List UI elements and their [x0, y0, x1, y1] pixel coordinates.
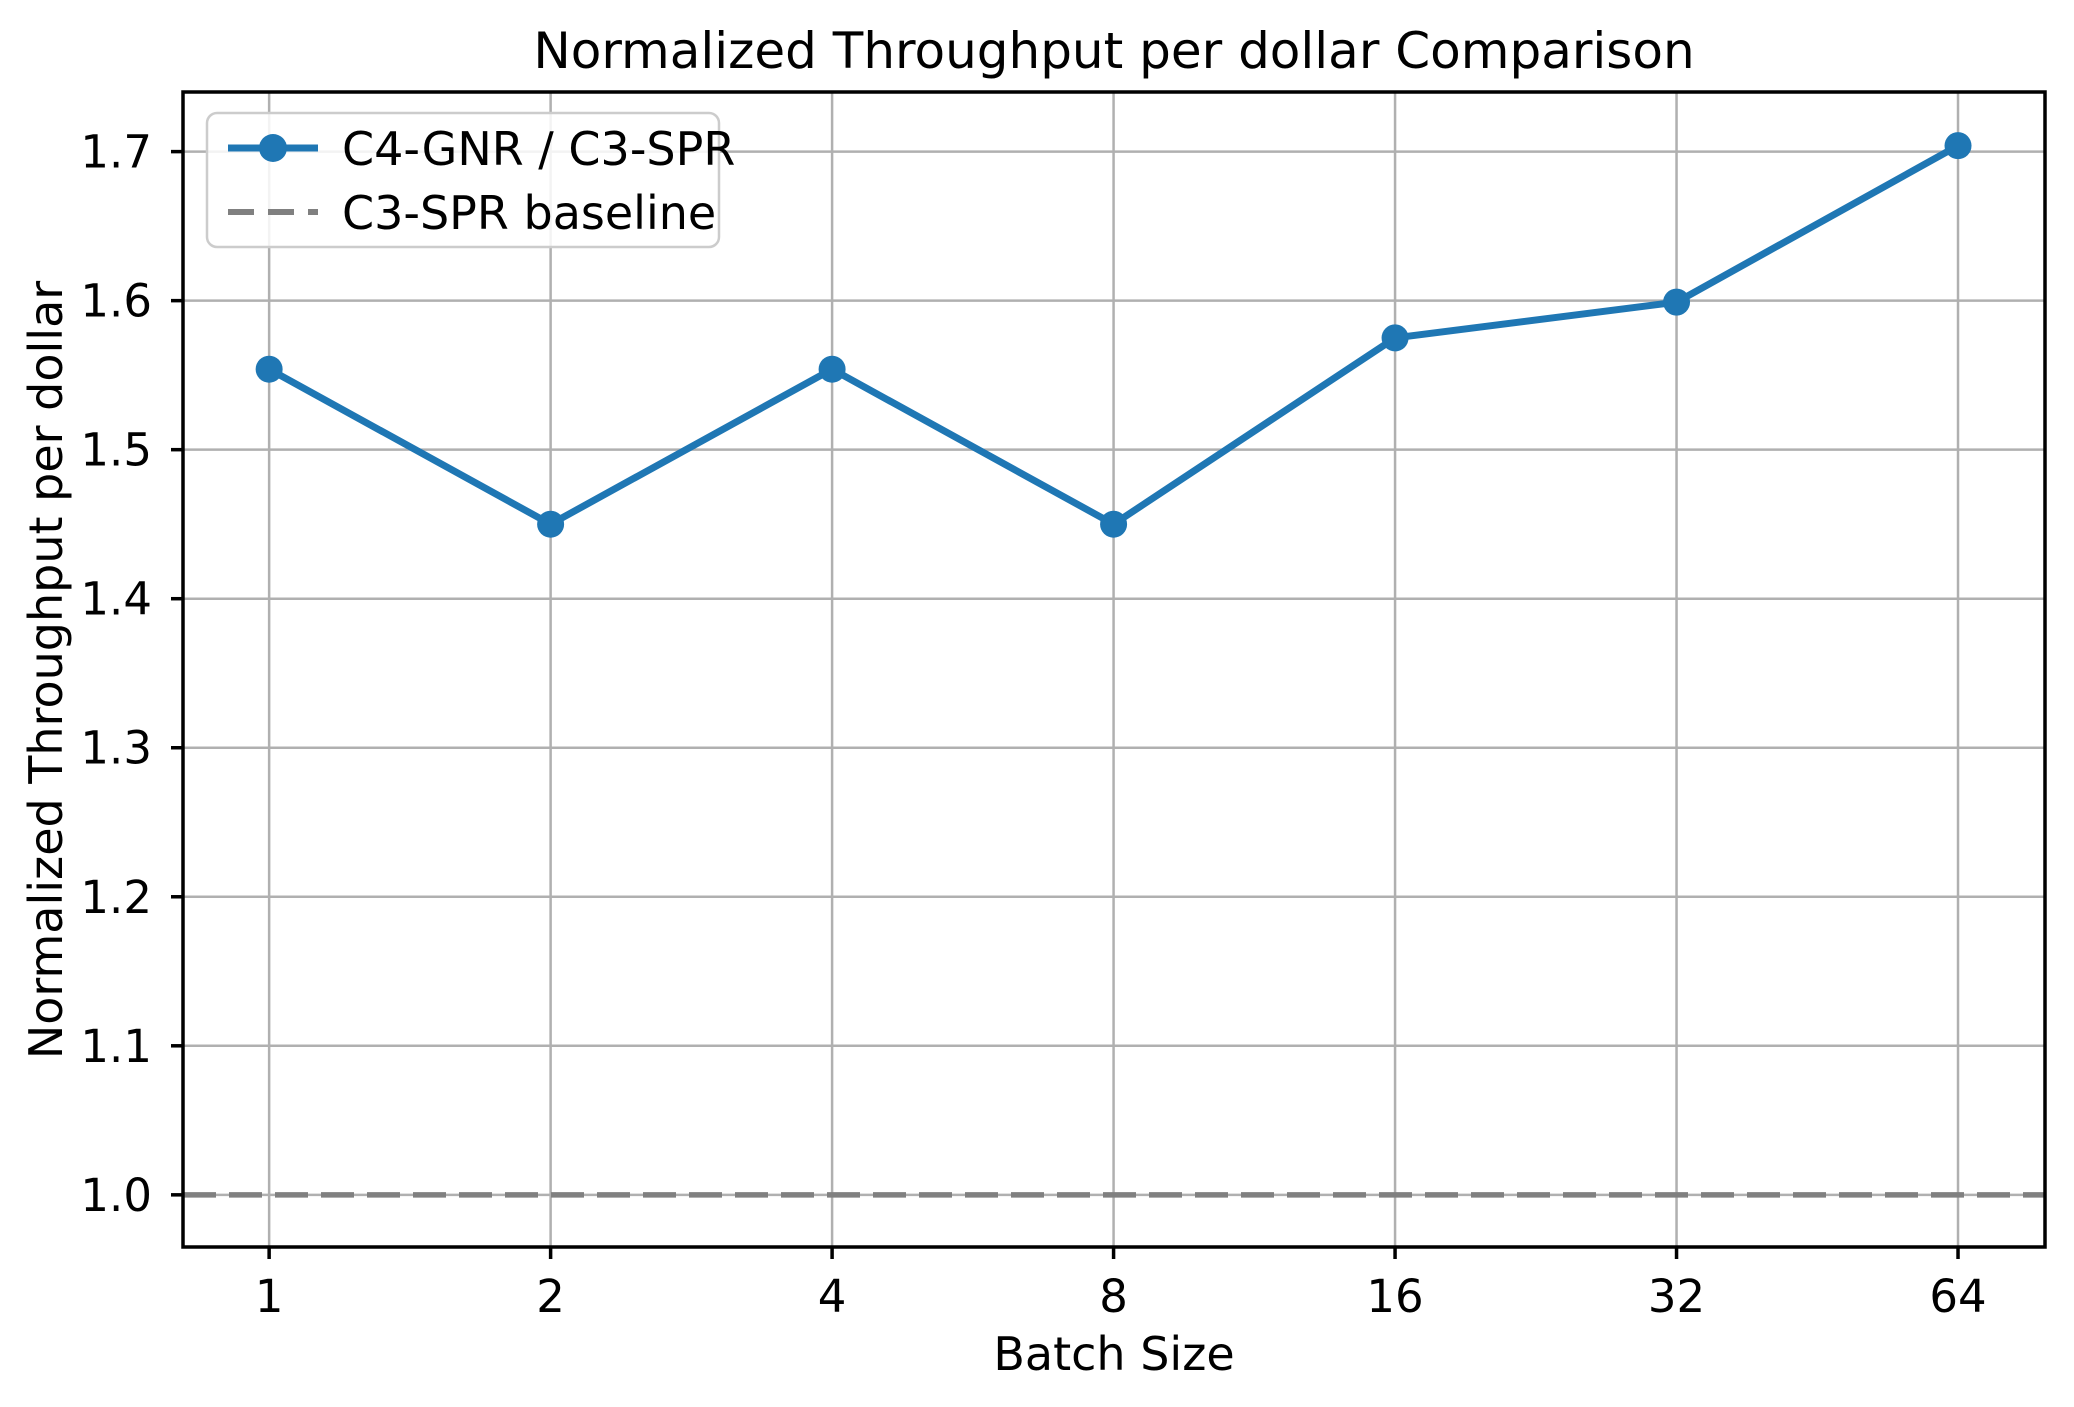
y-tick-label: 1.6	[80, 275, 152, 328]
y-axis-label: Normalized Throughput per dollar	[19, 281, 73, 1059]
y-tick-label: 1.2	[80, 871, 152, 924]
legend-series-label: C4-GNR / C3-SPR	[342, 122, 735, 176]
plot-border	[181, 90, 2047, 1249]
x-tick-label: 4	[818, 1270, 847, 1323]
grid-layer	[183, 92, 2045, 1247]
data-point-marker	[537, 510, 565, 538]
tick-layer	[171, 149, 1960, 1259]
data-point-marker	[1100, 510, 1128, 538]
y-tick-label: 1.7	[80, 126, 152, 179]
data-point-marker	[818, 355, 846, 383]
y-tick-label: 1.1	[80, 1020, 152, 1073]
x-tick-label: 8	[1099, 1270, 1128, 1323]
x-tick-label: 32	[1648, 1270, 1705, 1323]
legend-entry-series: C4-GNR / C3-SPR	[228, 122, 735, 176]
legend: C4-GNR / C3-SPR C3-SPR baseline	[205, 111, 735, 249]
y-tick-label: 1.4	[80, 573, 152, 626]
x-tick-label: 64	[1929, 1270, 1986, 1323]
y-tick-label: 1.3	[80, 722, 152, 775]
legend-baseline-label: C3-SPR baseline	[342, 186, 716, 240]
data-point-marker	[1381, 324, 1409, 352]
y-tick-label: 1.5	[80, 424, 152, 477]
series-layer	[255, 132, 1972, 538]
y-tick-label: 1.0	[80, 1169, 152, 1222]
data-point-marker	[1663, 288, 1691, 316]
chart-title: Normalized Throughput per dollar Compari…	[533, 22, 1694, 80]
x-axis-label: Batch Size	[993, 1327, 1234, 1381]
data-point-marker	[255, 355, 283, 383]
tick-label-layer: 1 2 4 8 16 32 64 1.0 1.1 1.2 1.3 1.4 1.5 1.6 1.7	[80, 126, 1986, 1323]
x-tick-label: 1	[255, 1270, 284, 1323]
x-tick-label: 2	[536, 1270, 565, 1323]
data-point-marker	[1944, 132, 1972, 160]
x-tick-label: 16	[1366, 1270, 1423, 1323]
legend-entry-baseline: C3-SPR baseline	[228, 186, 716, 240]
legend-box	[205, 111, 721, 249]
legend-series-marker-sample	[259, 134, 287, 162]
